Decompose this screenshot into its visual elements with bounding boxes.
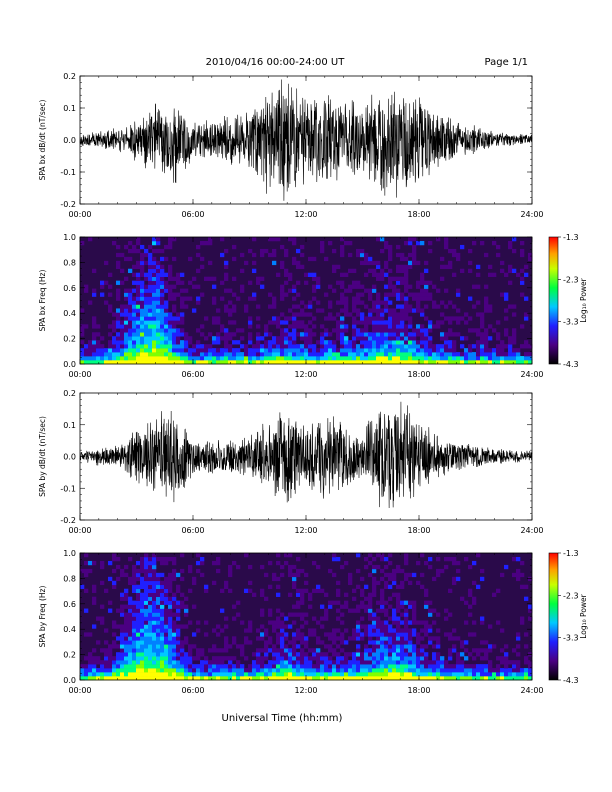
y-tick-label: 1.0: [63, 233, 76, 242]
x-tick-label: 24:00: [520, 686, 543, 695]
x-tick-label: 18:00: [407, 210, 430, 219]
y-tick-label: 0.6: [63, 600, 76, 609]
y-tick-label: 1.0: [63, 549, 76, 558]
x-tick-label: 06:00: [181, 370, 204, 379]
x-tick-label: 18:00: [407, 526, 430, 535]
page-title: 2010/04/16 00:00-24:00 UT: [206, 57, 346, 68]
y-tick-label: 0.6: [63, 284, 76, 293]
y-axis-label: SPA by dB/dt (nT/sec): [38, 416, 47, 497]
waveform-trace: [79, 401, 533, 508]
y-tick-label: 0.2: [63, 72, 76, 81]
spectrogram-cells: [80, 237, 533, 365]
y-tick-label: 0.4: [63, 625, 76, 634]
bx-waveform-panel: 00:00 06:00 12:00 18:00 24:00 0.2 0.1 0.0 -0.1 -0…: [38, 72, 544, 219]
x-tick-label: 00:00: [68, 370, 91, 379]
y-tick-label: -0.1: [60, 484, 76, 493]
y-axis-label: SPA by Freq (Hz): [38, 586, 47, 648]
colorbar-tick-label: -4.3: [563, 360, 579, 369]
colorbar: [548, 552, 559, 681]
y-tick-label: 0.1: [63, 104, 76, 113]
by-waveform-panel: 00:00 06:00 12:00 18:00 24:00 0.2 0.1 0.0 -0.1 -0…: [38, 389, 544, 535]
x-tick-label: 06:00: [181, 210, 204, 219]
x-tick-label: 18:00: [407, 686, 430, 695]
y-tick-label: 0.2: [63, 389, 76, 398]
colorbar-tick-label: -3.3: [563, 318, 579, 327]
x-tick-label: 18:00: [407, 370, 430, 379]
y-tick-label: 0.2: [63, 651, 76, 660]
colorbar-tick-label: -3.3: [563, 634, 579, 643]
x-tick-label: 00:00: [68, 686, 91, 695]
x-tick-label: 24:00: [520, 210, 543, 219]
colorbar-tick-label: -1.3: [563, 549, 579, 558]
y-tick-label: -0.2: [60, 200, 76, 209]
page-number: Page 1/1: [485, 57, 528, 68]
y-tick-label: 0.1: [63, 421, 76, 430]
y-tick-label: 0.2: [63, 335, 76, 344]
x-tick-label: 12:00: [294, 686, 317, 695]
x-tick-label: 24:00: [520, 370, 543, 379]
colorbar-tick-label: -1.3: [563, 233, 579, 242]
y-tick-label: -0.1: [60, 168, 76, 177]
x-tick-label: 00:00: [68, 210, 91, 219]
y-axis-label: SPA bx Freq (Hz): [38, 270, 47, 332]
y-tick-label: 0.4: [63, 309, 76, 318]
colorbar-label: Log₁₀ Power: [579, 277, 588, 322]
y-tick-label: 0.0: [63, 136, 76, 145]
x-axis-label: Universal Time (hh:mm): [222, 713, 343, 724]
x-tick-label: 00:00: [68, 526, 91, 535]
colorbar-tick-label: -2.3: [563, 275, 579, 284]
y-axis-label: SPA bx dB/dt (nT/sec): [38, 100, 47, 181]
colorbar: [548, 236, 559, 365]
y-tick-label: 0.8: [63, 574, 76, 583]
bx-spectrogram-panel: -1.3 -2.3 -3.3 -4.3 Log₁₀ Power 00:00 06:00 12:…: [38, 233, 588, 379]
waveform-trace: [79, 79, 533, 201]
y-tick-label: 0.8: [63, 258, 76, 267]
y-tick-label: -0.2: [60, 516, 76, 525]
x-tick-label: 24:00: [520, 526, 543, 535]
by-spectrogram-panel: -1.3 -2.3 -3.3 -4.3 Log₁₀ Power 00:00 06:00 12:…: [38, 549, 588, 695]
colorbar-tick-label: -2.3: [563, 591, 579, 600]
y-tick-label: 0.0: [63, 453, 76, 462]
x-tick-label: 06:00: [181, 526, 204, 535]
colorbar-label: Log₁₀ Power: [579, 593, 588, 638]
y-tick-label: 0.0: [63, 676, 76, 685]
colorbar-tick-label: -4.3: [563, 676, 579, 685]
x-tick-label: 06:00: [181, 686, 204, 695]
x-tick-label: 12:00: [294, 526, 317, 535]
x-tick-label: 12:00: [294, 370, 317, 379]
y-tick-label: 0.0: [63, 360, 76, 369]
x-tick-label: 12:00: [294, 210, 317, 219]
